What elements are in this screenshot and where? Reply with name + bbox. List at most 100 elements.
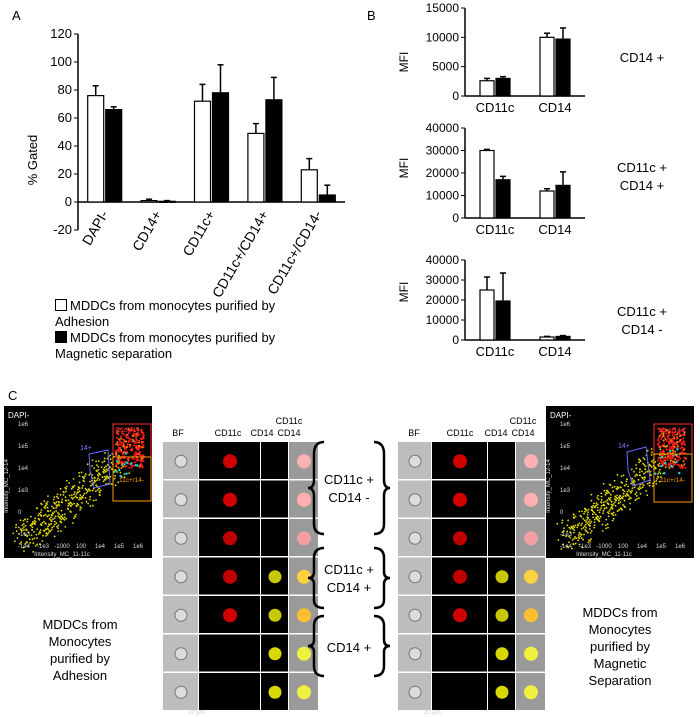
- cell: [495, 647, 509, 661]
- scatter-point: [110, 462, 113, 464]
- scatter-point: [67, 508, 69, 510]
- legend: MDDCs from monocytes purified by Adhesio…: [55, 298, 365, 362]
- scatter-point: [656, 477, 658, 480]
- bar: [247, 132, 265, 203]
- cell: [524, 608, 538, 623]
- legend-text: MDDCs from monocytes purified by: [70, 298, 276, 313]
- chart-annotation: CD14 -: [621, 322, 662, 337]
- scatter-point: [580, 537, 583, 539]
- scatter-point: [642, 484, 645, 487]
- scatter-y-tick: 1e3: [18, 488, 29, 494]
- scatter-point: [581, 522, 583, 525]
- scatter-point: [23, 526, 25, 528]
- scatter-point: [602, 503, 605, 506]
- gate-label: 14+: [618, 443, 630, 450]
- scatter-point: [22, 546, 25, 549]
- scatter-point: [635, 464, 637, 466]
- scatter-point: [584, 510, 586, 513]
- scatter-point: [661, 444, 664, 446]
- scatter-point: [121, 453, 124, 455]
- scatter-point: [603, 507, 606, 510]
- scatter-point: [667, 441, 670, 444]
- scatter-point: [605, 506, 608, 509]
- scatter-point: [667, 455, 670, 457]
- cell: [524, 569, 538, 584]
- bar: [265, 99, 283, 203]
- scatter-point: [659, 451, 662, 454]
- scatter-point: [26, 541, 28, 544]
- scatter-point: [116, 471, 118, 473]
- scatter-point: [663, 442, 666, 445]
- cell-image-tile: [261, 442, 288, 479]
- scatter-point: [35, 507, 38, 509]
- scatter-point: [73, 491, 76, 493]
- scatter-point: [109, 466, 111, 469]
- scatter-point: [119, 474, 122, 478]
- scatter-point: [589, 522, 592, 525]
- scatter-point: [673, 428, 676, 430]
- scatter-point: [48, 518, 51, 520]
- scatter-point: [638, 488, 641, 491]
- scatter-point: [574, 524, 577, 527]
- scatter-point: [43, 530, 46, 532]
- bar: [193, 100, 212, 203]
- caption-line: purified by: [50, 651, 110, 666]
- scatter-point: [50, 516, 52, 519]
- scatter-point: [81, 484, 84, 487]
- scatter-point: [78, 481, 81, 484]
- scatter-point: [120, 467, 123, 469]
- scatter-point: [100, 466, 103, 469]
- scatter-point: [606, 499, 609, 501]
- scatter-point: [663, 459, 666, 462]
- gate-label: 11c+/14-: [660, 477, 685, 484]
- scatter-point: [56, 493, 59, 496]
- scatter-point: [72, 486, 75, 489]
- scatter-point: [44, 513, 47, 516]
- scatter-point: [683, 431, 686, 434]
- scatter-point: [46, 515, 49, 518]
- scatter-point: [674, 434, 677, 436]
- scatter-point: [658, 480, 661, 483]
- scatter-point: [74, 495, 77, 497]
- scatter-point: [125, 461, 129, 464]
- scatter-point: [90, 484, 92, 487]
- scatter-point: [83, 477, 86, 480]
- scatter-point: [43, 500, 46, 502]
- cell-image-grid-magnetic: [398, 442, 545, 710]
- bar: [555, 38, 571, 97]
- scatter-point: [32, 551, 34, 553]
- panel-label-b: B: [367, 8, 376, 23]
- cell: [524, 685, 538, 700]
- scatter-point: [669, 462, 672, 465]
- scatter-y-tick: 1e4: [560, 466, 571, 472]
- scatter-point: [62, 517, 65, 520]
- scatter-x-tick: 1e4: [95, 544, 106, 550]
- scatter-point: [611, 519, 614, 522]
- scatter-point: [587, 508, 590, 511]
- scatter-point: [58, 516, 61, 519]
- legend-text: Magnetic separation: [55, 346, 173, 361]
- scatter-point: [84, 487, 87, 490]
- scatter-point: [34, 544, 37, 547]
- cell: [174, 685, 188, 699]
- scatter-point: [677, 445, 679, 448]
- scatter-point: [48, 514, 50, 516]
- scatter-point: [137, 459, 140, 462]
- scatter-point: [117, 447, 120, 449]
- scatter-point: [616, 494, 618, 497]
- scatter-point: [64, 486, 67, 489]
- scatter-point: [610, 493, 612, 496]
- scatter-point: [82, 494, 85, 497]
- scatter-point: [643, 476, 646, 479]
- scatter-point: [598, 520, 600, 522]
- scatter-point: [676, 433, 679, 436]
- scatter-point: [590, 506, 593, 508]
- scatter-point: [123, 457, 126, 460]
- scatter-point: [628, 498, 630, 501]
- scatter-point: [124, 452, 128, 455]
- scatter-point: [53, 511, 56, 513]
- scatter-point: [668, 467, 671, 469]
- cell-image-tile: [199, 634, 260, 672]
- column-header-cd14: CD14: [484, 428, 507, 438]
- scatter-title: DAPI-: [550, 411, 572, 420]
